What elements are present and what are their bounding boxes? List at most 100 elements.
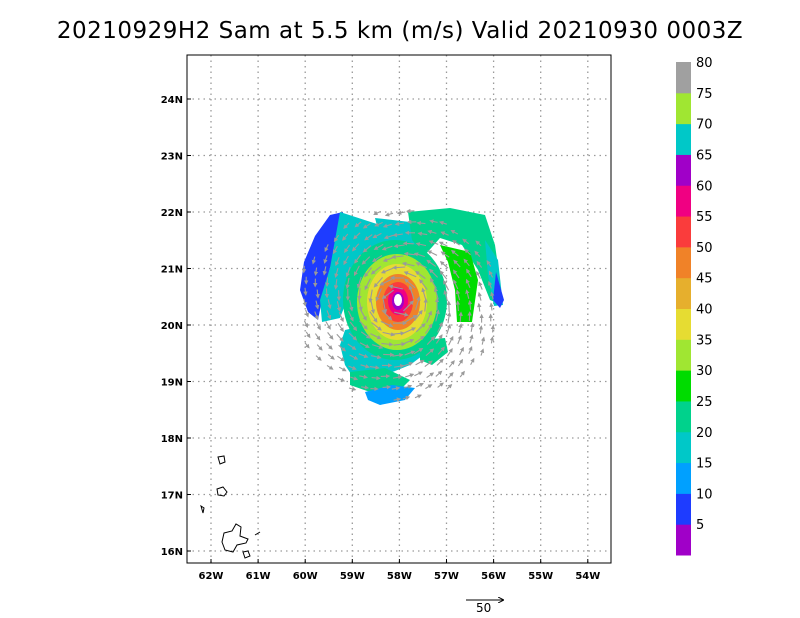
colorbar-label: 45 bbox=[696, 272, 713, 287]
wind-vector bbox=[426, 372, 435, 379]
wind-vector bbox=[415, 359, 425, 366]
wind-vector bbox=[427, 229, 437, 235]
wind-vector bbox=[465, 289, 470, 299]
island-1 bbox=[217, 455, 226, 465]
wind-vector bbox=[450, 249, 459, 257]
colorbar-swatch bbox=[676, 431, 691, 464]
lat-label: 23N bbox=[161, 152, 183, 163]
wind-vector bbox=[414, 394, 422, 399]
wind-vectors bbox=[301, 208, 496, 402]
wind-vector bbox=[437, 382, 444, 388]
wind-vector bbox=[486, 260, 492, 267]
colorbar-swatch bbox=[676, 339, 691, 371]
wind-vector bbox=[327, 353, 335, 360]
wind-vector bbox=[335, 256, 340, 267]
wind-vector bbox=[465, 278, 471, 289]
wind-field bbox=[300, 208, 504, 405]
wind-vector bbox=[415, 242, 427, 247]
colorbar-swatch bbox=[676, 216, 691, 248]
colorbar-label: 15 bbox=[696, 457, 713, 472]
wind-vector bbox=[428, 240, 439, 245]
wind-vector bbox=[356, 276, 362, 289]
lat-label: 19N bbox=[161, 378, 183, 389]
wind-vector bbox=[382, 299, 388, 314]
wind-vector bbox=[429, 268, 438, 278]
wind-vector bbox=[364, 278, 371, 291]
colorbar-label: 10 bbox=[696, 487, 713, 502]
island-6 bbox=[254, 531, 261, 536]
wind-vector bbox=[417, 231, 428, 236]
lat-label: 24N bbox=[161, 95, 183, 106]
wind-vector bbox=[347, 310, 354, 322]
colorbar-label: 65 bbox=[696, 148, 713, 163]
wind-vector bbox=[360, 364, 370, 369]
wind-vector bbox=[414, 335, 425, 344]
wind-vector bbox=[419, 278, 428, 290]
wind-vector bbox=[379, 278, 393, 286]
wind-vector bbox=[415, 270, 426, 280]
wind-vector bbox=[429, 219, 438, 224]
wind-vector bbox=[370, 265, 382, 275]
wind-vector bbox=[360, 331, 371, 339]
wind-vector bbox=[446, 323, 451, 335]
wind-vector bbox=[440, 251, 450, 258]
wind-vector bbox=[415, 383, 424, 388]
wind-vector bbox=[337, 322, 344, 333]
wind-vector bbox=[349, 299, 354, 312]
wind-vector bbox=[413, 309, 423, 322]
wind-vector bbox=[396, 210, 406, 215]
wind-vector bbox=[404, 350, 416, 356]
wind-vector bbox=[415, 323, 426, 333]
wind-vector bbox=[403, 327, 417, 334]
colorbar-label: 75 bbox=[696, 87, 713, 102]
wind-vector bbox=[429, 277, 437, 289]
map-title: 20210929H2 Sam at 5.5 km (m/s) Valid 202… bbox=[56, 18, 744, 44]
wind-vector bbox=[413, 347, 424, 355]
wind-vector bbox=[392, 352, 404, 358]
wind-vector bbox=[450, 230, 459, 235]
wind-vector bbox=[311, 256, 316, 265]
wind-vector bbox=[348, 386, 357, 391]
wind-vector bbox=[362, 245, 372, 253]
lon-label: 55W bbox=[528, 571, 553, 582]
wind-vector bbox=[414, 371, 423, 377]
wind-vector bbox=[362, 223, 371, 229]
wind-vector bbox=[337, 355, 346, 362]
wind-vector bbox=[474, 250, 481, 257]
wind-vector bbox=[435, 370, 443, 377]
wind-vector bbox=[476, 260, 483, 268]
wind-vector bbox=[391, 386, 401, 391]
wind-vector bbox=[316, 344, 323, 351]
wind-vector bbox=[446, 383, 453, 390]
wind-vector bbox=[323, 255, 328, 264]
lat-label: 22N bbox=[161, 208, 183, 219]
colorbar-swatch bbox=[676, 185, 691, 217]
wind-vector bbox=[426, 336, 436, 345]
wind-vector bbox=[424, 323, 433, 334]
wind-vector bbox=[313, 267, 319, 277]
wind-vector bbox=[469, 322, 475, 332]
wind-vector bbox=[453, 259, 461, 268]
wind-vector bbox=[302, 298, 307, 307]
wind-vector bbox=[380, 320, 394, 328]
wind-vector bbox=[347, 343, 357, 350]
wind-vector bbox=[353, 265, 360, 277]
wind-vector bbox=[457, 358, 464, 367]
wind-vector bbox=[348, 365, 357, 370]
wind-vector bbox=[314, 333, 321, 341]
wind-vector bbox=[361, 256, 371, 265]
island-3 bbox=[200, 504, 205, 514]
wind-vector bbox=[303, 287, 308, 296]
wind-vector bbox=[349, 354, 359, 360]
wind-vector bbox=[370, 333, 382, 340]
lon-label: 58W bbox=[387, 571, 412, 582]
wind-vector bbox=[372, 254, 383, 263]
wind-vector bbox=[381, 289, 394, 300]
wind-vector bbox=[470, 357, 475, 366]
wind-vector bbox=[402, 338, 415, 345]
wind-vector bbox=[413, 252, 425, 258]
wind-vector bbox=[425, 348, 435, 357]
wind-vector bbox=[467, 299, 473, 310]
colorbar-label: 80 bbox=[696, 56, 713, 71]
